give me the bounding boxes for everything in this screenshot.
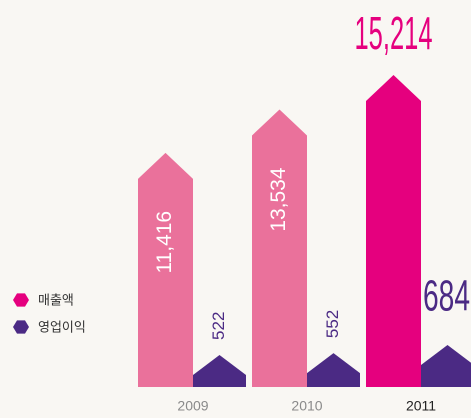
x-tick-label: 2011 [406,398,436,414]
x-tick-label: 2010 [291,398,322,414]
bar [366,75,421,387]
value-label: 15,214 [355,7,433,59]
bar [138,152,193,387]
value-label: 552 [323,310,342,338]
legend-label: 영업이익 [38,319,86,334]
value-label: 13,534 [267,167,290,232]
bar [193,354,246,387]
x-tick-label: 2009 [177,398,208,414]
value-label: 522 [209,312,228,340]
legend-label: 매출액 [38,292,74,307]
bar [421,345,471,387]
bar [252,109,307,387]
value-label: 684 [423,272,470,321]
value-label: 11,416 [153,211,176,274]
legend-marker [13,320,29,334]
legend-marker [13,293,29,307]
bar [307,353,360,387]
